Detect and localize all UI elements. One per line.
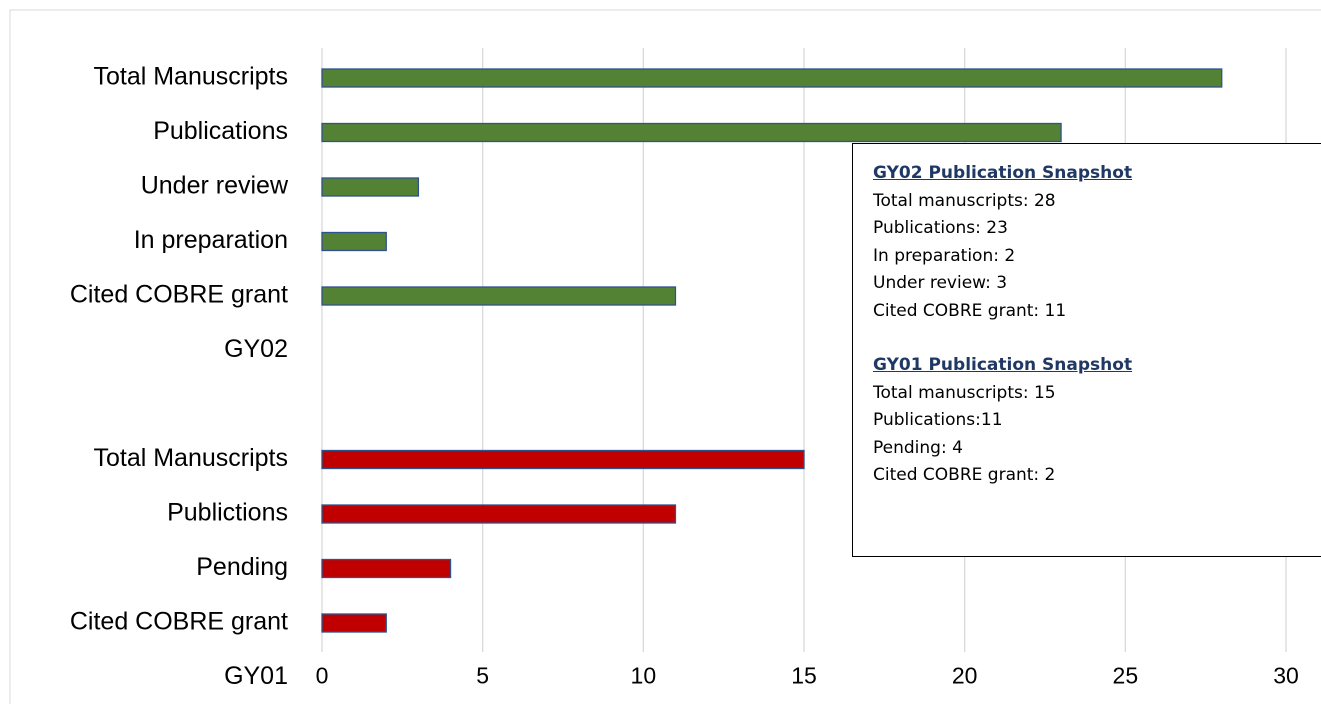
- annotation-heading: GY01 Publication Snapshot: [873, 355, 1133, 375]
- y-tick-label: In preparation: [134, 226, 288, 254]
- y-tick-label: Under review: [141, 172, 289, 200]
- annotation-line: Cited COBRE grant: 11: [873, 300, 1067, 321]
- y-tick-label: Publictions: [167, 499, 288, 527]
- annotation-line: Cited COBRE grant: 2: [873, 465, 1056, 485]
- x-tick-label: 0: [316, 663, 329, 689]
- x-tick-label: 15: [791, 663, 817, 689]
- annotation-line: Publications: 23: [873, 218, 1008, 238]
- annotation-heading: GY02 Publication Snapshot: [873, 163, 1133, 183]
- bar: [321, 449, 805, 470]
- x-tick-label: 5: [476, 663, 489, 689]
- x-tick-label: 20: [952, 663, 978, 689]
- y-tick-label: GY02: [224, 335, 288, 363]
- annotation-line: Pending: 4: [873, 437, 963, 458]
- bar: [321, 558, 452, 579]
- y-tick-label: Pending: [196, 553, 288, 581]
- y-tick-label: Cited COBRE grant: [70, 608, 288, 636]
- annotation-box: GY02 Publication Snapshot Total manuscrip…: [852, 143, 1321, 557]
- annotation-line: Total manuscripts: 28: [873, 190, 1056, 211]
- annotation-line: In preparation: 2: [873, 245, 1016, 266]
- annotation-line: Publications:11: [873, 410, 1003, 430]
- bar: [321, 286, 677, 306]
- x-tick-label: 25: [1113, 663, 1139, 689]
- bar: [321, 177, 420, 197]
- x-tick-label: 30: [1273, 663, 1299, 689]
- annotation-line: Total manuscripts: 15: [873, 382, 1056, 403]
- x-tick-label: 10: [631, 663, 657, 689]
- y-tick-label: Publications: [153, 117, 288, 145]
- y-tick-label: Cited COBRE grant: [70, 281, 288, 309]
- bar: [321, 68, 1223, 88]
- bar: [321, 122, 1062, 143]
- bar: [321, 613, 387, 633]
- y-tick-label: Total Manuscripts: [93, 63, 288, 91]
- chart-frame: [9, 9, 1321, 704]
- bar: [321, 231, 387, 252]
- annotation-line: Under review: 3: [873, 273, 1008, 293]
- y-tick-label: Total Manuscripts: [93, 444, 288, 472]
- bar: [321, 504, 677, 524]
- y-tick-label: GY01: [224, 662, 288, 690]
- spacer: [873, 325, 1306, 352]
